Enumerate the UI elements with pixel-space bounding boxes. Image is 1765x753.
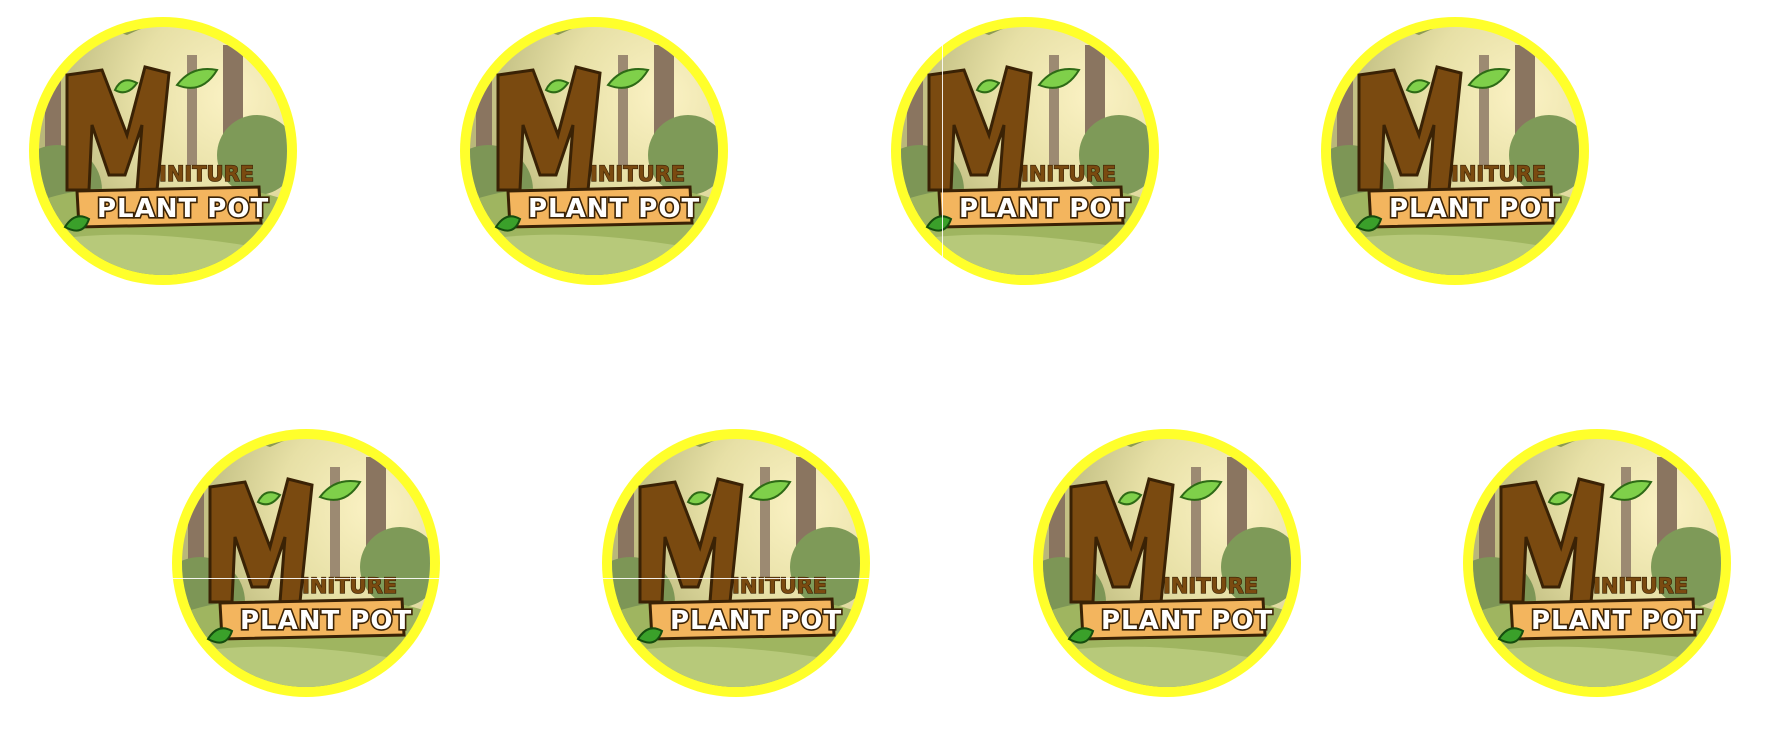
sticker-3: INITURE PLANT POT	[889, 15, 1161, 287]
logo-word-small: INITURE	[1451, 162, 1546, 186]
sticker-logo-8: INITURE PLANT POT	[1463, 429, 1731, 697]
image-seam	[602, 578, 870, 579]
sticker-logo-5: INITURE PLANT POT	[172, 429, 440, 697]
sticker-8: INITURE PLANT POT	[1461, 427, 1733, 699]
image-seam	[942, 40, 943, 260]
sticker-logo-4: INITURE PLANT POT	[1321, 17, 1589, 285]
logo-sign-text: PLANT POT	[670, 606, 842, 636]
logo-sign-text: PLANT POT	[1531, 606, 1703, 636]
sticker-6: INITURE PLANT POT	[600, 427, 872, 699]
logo-word-small: INITURE	[1021, 162, 1116, 186]
logo-sign-text: PLANT POT	[1101, 606, 1273, 636]
sticker-logo-1: INITURE PLANT POT	[29, 17, 297, 285]
image-seam	[172, 578, 440, 579]
logo-sign-text: PLANT POT	[528, 194, 700, 224]
sticker-logo-3: INITURE PLANT POT	[891, 17, 1159, 285]
logo-word-small: INITURE	[590, 162, 685, 186]
logo-sign-text: PLANT POT	[1389, 194, 1561, 224]
sticker-1: INITURE PLANT POT	[27, 15, 299, 287]
sticker-5: INITURE PLANT POT	[170, 427, 442, 699]
sticker-2: INITURE PLANT POT	[458, 15, 730, 287]
sticker-logo-6: INITURE PLANT POT	[602, 429, 870, 697]
sticker-logo-2: INITURE PLANT POT	[460, 17, 728, 285]
logo-sign-text: PLANT POT	[959, 194, 1131, 224]
logo-sign-text: PLANT POT	[97, 194, 269, 224]
sticker-logo-7: INITURE PLANT POT	[1033, 429, 1301, 697]
logo-sign-text: PLANT POT	[240, 606, 412, 636]
logo-word-small: INITURE	[1163, 574, 1258, 598]
sticker-4: INITURE PLANT POT	[1319, 15, 1591, 287]
logo-word-small: INITURE	[159, 162, 254, 186]
logo-word-small: INITURE	[1593, 574, 1688, 598]
sticker-7: INITURE PLANT POT	[1031, 427, 1303, 699]
